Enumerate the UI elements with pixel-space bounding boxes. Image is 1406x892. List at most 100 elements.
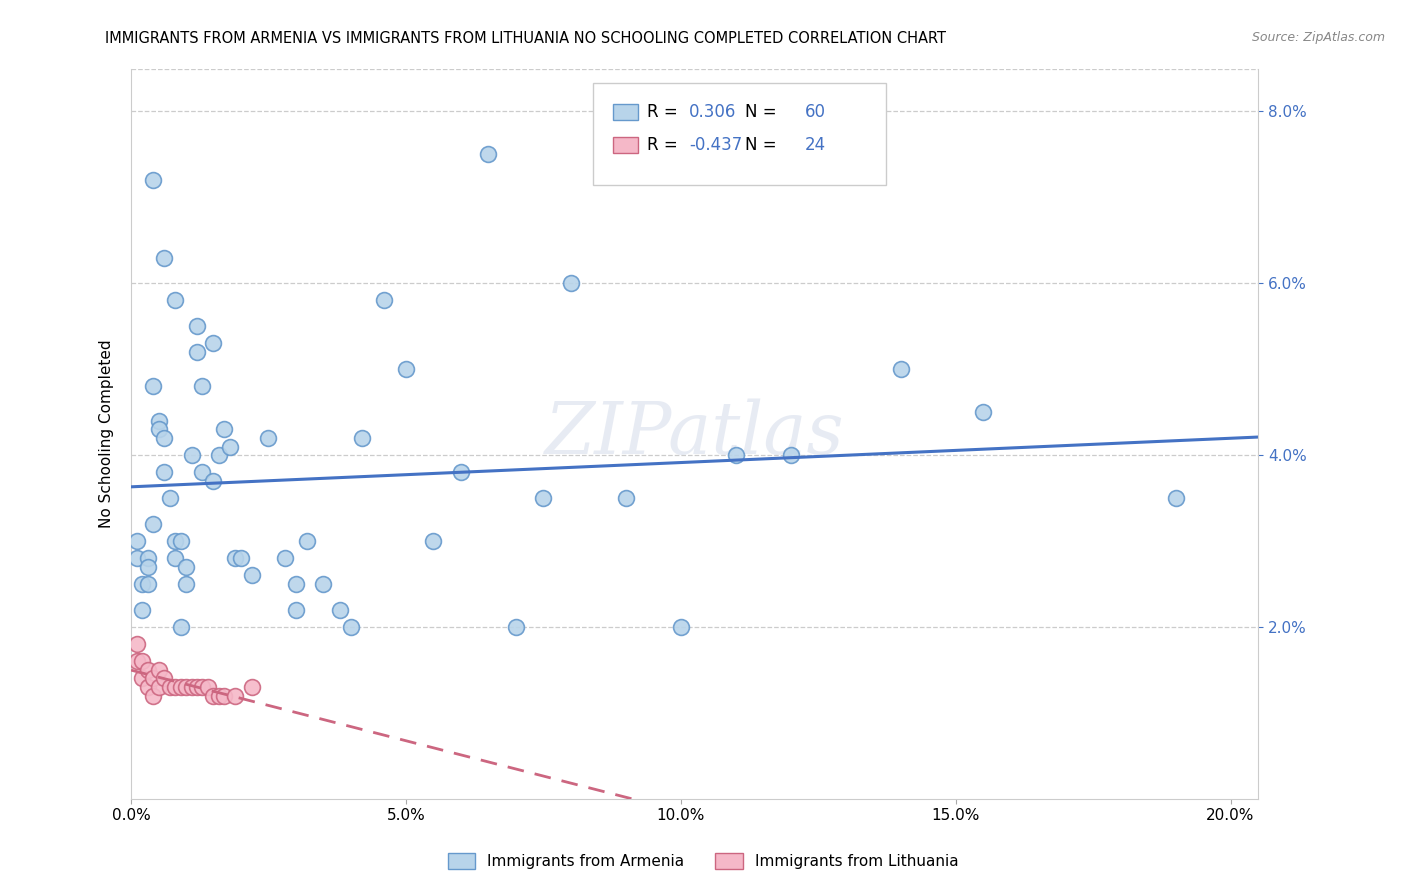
Point (142, 173, 165, 187)
Text: N =: N = (745, 103, 782, 121)
Point (163, 534, 186, 549)
Point (208, 689, 231, 703)
Point (274, 551, 297, 566)
Point (142, 379, 165, 393)
Point (350, 431, 373, 445)
Point (163, 680, 186, 694)
Point (131, 577, 153, 591)
Point (197, 680, 219, 694)
Text: IMMIGRANTS FROM ARMENIA VS IMMIGRANTS FROM LITHUANIA NO SCHOOLING COMPLETED CORR: IMMIGRANTS FROM ARMENIA VS IMMIGRANTS FR… (105, 31, 946, 46)
Point (191, 680, 214, 694)
Point (148, 680, 170, 694)
Point (1164, 491, 1187, 505)
Point (295, 534, 318, 549)
Point (163, 293, 186, 308)
Point (450, 465, 472, 479)
Point (312, 577, 335, 591)
Point (136, 551, 159, 566)
Point (972, 405, 994, 419)
Point (202, 336, 225, 351)
Point (224, 551, 246, 566)
Point (174, 577, 197, 591)
FancyBboxPatch shape (613, 137, 638, 153)
Point (477, 147, 499, 161)
Point (153, 672, 176, 686)
Point (240, 680, 263, 694)
Text: ZIPatlas: ZIPatlas (544, 399, 845, 469)
Point (373, 293, 395, 308)
Point (125, 551, 148, 566)
Point (142, 516, 165, 531)
Point (214, 422, 236, 436)
FancyBboxPatch shape (613, 104, 638, 120)
Point (208, 448, 231, 462)
Point (180, 680, 202, 694)
Point (136, 577, 159, 591)
Point (180, 448, 202, 462)
Point (148, 663, 170, 677)
Point (214, 689, 236, 703)
Point (531, 491, 554, 505)
Point (136, 680, 159, 694)
Point (202, 689, 225, 703)
Text: Source: ZipAtlas.com: Source: ZipAtlas.com (1251, 31, 1385, 45)
Point (669, 620, 692, 634)
Point (169, 680, 191, 694)
Text: 0.306: 0.306 (689, 103, 737, 121)
Point (169, 534, 191, 549)
Text: R =: R = (647, 103, 683, 121)
Point (224, 689, 246, 703)
Text: 60: 60 (806, 103, 825, 121)
Point (329, 603, 352, 617)
Point (505, 620, 527, 634)
Point (125, 637, 148, 651)
FancyBboxPatch shape (593, 83, 886, 186)
Point (560, 277, 582, 291)
Text: 24: 24 (806, 136, 827, 154)
Point (191, 465, 214, 479)
Point (159, 491, 181, 505)
Text: N =: N = (745, 136, 782, 154)
Point (136, 559, 159, 574)
Point (614, 491, 637, 505)
Point (284, 577, 307, 591)
Point (131, 603, 153, 617)
Point (229, 551, 252, 566)
Point (148, 414, 170, 428)
Point (724, 448, 747, 462)
Point (219, 440, 242, 454)
Point (136, 663, 159, 677)
Point (191, 379, 214, 393)
Point (153, 251, 176, 265)
Point (240, 568, 263, 582)
Point (153, 465, 176, 479)
Point (125, 654, 148, 668)
Point (142, 689, 165, 703)
Point (142, 672, 165, 686)
Point (395, 362, 418, 376)
Y-axis label: No Schooling Completed: No Schooling Completed (100, 339, 114, 528)
Point (340, 620, 363, 634)
Point (174, 559, 197, 574)
Point (131, 672, 153, 686)
Point (169, 620, 191, 634)
Point (163, 551, 186, 566)
Point (159, 680, 181, 694)
Point (153, 431, 176, 445)
Point (186, 319, 208, 334)
Point (186, 345, 208, 359)
Point (257, 431, 280, 445)
Point (148, 422, 170, 436)
Text: R =: R = (647, 136, 683, 154)
Text: -0.437: -0.437 (689, 136, 742, 154)
Point (186, 680, 208, 694)
Legend: Immigrants from Armenia, Immigrants from Lithuania: Immigrants from Armenia, Immigrants from… (441, 847, 965, 875)
Point (422, 534, 444, 549)
Point (779, 448, 801, 462)
Point (890, 362, 912, 376)
Point (131, 654, 153, 668)
Point (125, 534, 148, 549)
Point (284, 603, 307, 617)
Point (202, 474, 225, 488)
Point (174, 680, 197, 694)
